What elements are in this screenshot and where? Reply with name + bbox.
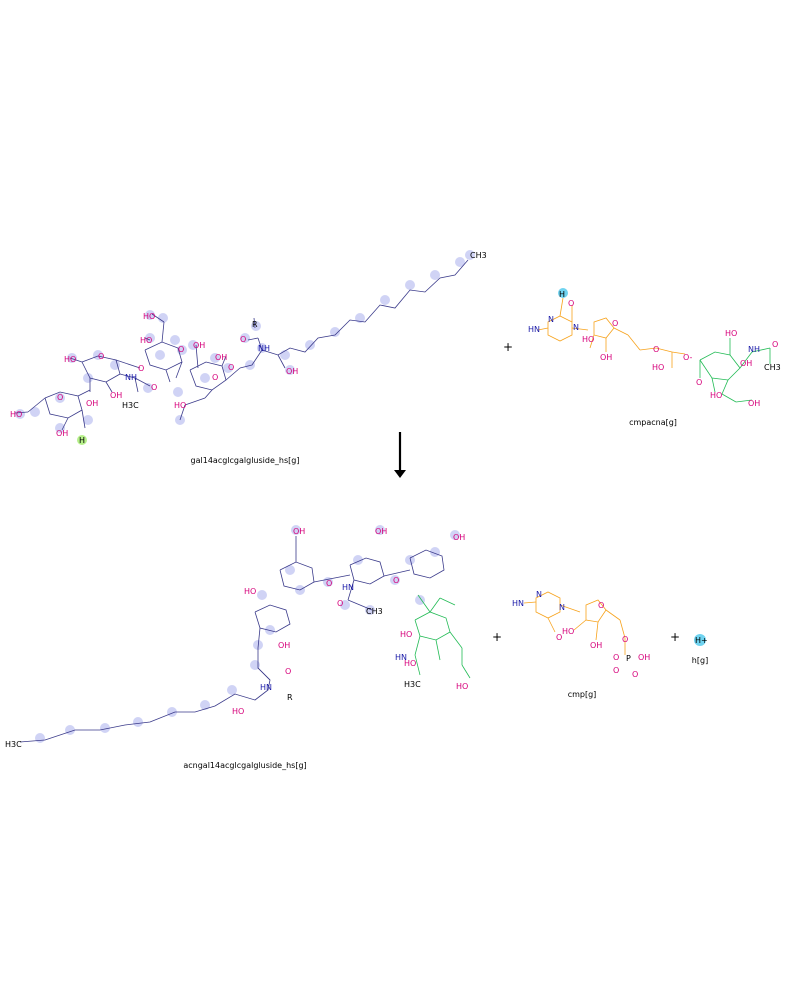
product1-name: acngal14acglcgalgluside_hs[g] [183, 761, 306, 770]
atom-oh: OH [56, 429, 68, 438]
molecule-cmp [523, 591, 626, 655]
h-highlight [77, 435, 87, 445]
atom-o: O [57, 393, 63, 402]
atom-o: O [613, 653, 619, 662]
molecule-cmpacna [537, 288, 771, 403]
atom-ho: HO [652, 363, 664, 372]
atom-oh: HO [143, 312, 155, 321]
atom-ch3: CH3 [366, 607, 383, 616]
atom-o: O [212, 373, 218, 382]
atom-oh: OH [278, 641, 290, 650]
molecule-acngal14acglcgalgluside [19, 525, 471, 743]
atom-o: O [138, 364, 144, 373]
atom-h3c: H3C [404, 680, 421, 689]
atom-hn: HN [342, 583, 354, 592]
atom-labels-p2: HN N N O O HO OH O O P OH O O [512, 590, 650, 679]
atom-nh: NH [258, 344, 270, 353]
atom-n: N [536, 590, 542, 599]
atom-labels-r1: HO HO HO HO OH OH OH HO OH OH O O O O O … [10, 251, 487, 445]
atom-r: R [287, 693, 293, 702]
atom-n: N [559, 603, 565, 612]
atom-oh: OH [590, 641, 602, 650]
atom-o: HO [582, 335, 594, 344]
molecule-gal14acglcgalgluside [14, 250, 475, 445]
atom-o: O [772, 340, 778, 349]
atom-n: N [548, 315, 554, 324]
atom-oh: OH [215, 353, 227, 362]
atom-ho: HO [725, 329, 737, 338]
reactant2-name: cmpacna[g] [629, 418, 677, 427]
atom-o: O [285, 667, 291, 676]
plus-sign: + [670, 630, 680, 644]
atom-oh: OH [740, 359, 752, 368]
atom-h-plus: H+ [695, 636, 708, 645]
atom-o: O [613, 666, 619, 675]
atom-oh: HO [10, 410, 22, 419]
atom-ch3: CH3 [470, 251, 487, 260]
atom-h: H [559, 290, 565, 299]
plus-sign: + [492, 630, 502, 644]
atom-o: O [240, 335, 246, 344]
atom-ho: HO [400, 630, 412, 639]
atom-oh: OH [600, 353, 612, 362]
atom-o: O [568, 299, 574, 308]
atom-oh: OH [86, 399, 98, 408]
atom-o: O [178, 345, 184, 354]
atom-ho: HO [562, 627, 574, 636]
atom-hn: HN [512, 599, 524, 608]
atom-nh: NH [748, 345, 760, 354]
highlight-halos-r1 [15, 250, 475, 433]
atom-o: O [326, 579, 332, 588]
atom-o: O [337, 599, 343, 608]
atom-oh: OH [638, 653, 650, 662]
atom-o: O [228, 363, 234, 372]
atom-hn: HN [528, 325, 540, 334]
reaction-arrow [394, 432, 406, 478]
atom-ch3: CH3 [764, 363, 781, 372]
atom-hn: HN [260, 683, 272, 692]
atom-oh: OH [193, 341, 205, 350]
atom-o: O [653, 345, 659, 354]
atom-h: H [79, 436, 85, 445]
atom-labels-p1: OH OH OH HO OH HO O O O O HN HN R CH3 H3… [5, 527, 468, 749]
atom-ho: HO [710, 391, 722, 400]
product3-name: h[g] [692, 656, 708, 665]
atom-oh: HO [140, 336, 152, 345]
atom-n: N [573, 323, 579, 332]
atom-o: O [556, 633, 562, 642]
atom-p: P [626, 654, 631, 663]
atom-nh: NH [125, 373, 137, 382]
atom-h3c: H3C [122, 401, 139, 410]
atom-oh: OH [293, 527, 305, 536]
atom-labels-r2: H O HN N N O HO OH O HO O- O HO HO OH OH… [528, 290, 781, 408]
atom-oh: OH [453, 533, 465, 542]
atom-oh: OH [286, 367, 298, 376]
atom-o: O [393, 576, 399, 585]
atom-oh: HO [64, 355, 76, 364]
atom-ho: HO [244, 587, 256, 596]
atom-o: O [612, 319, 618, 328]
plus-sign: + [503, 340, 513, 354]
atom-o-minus: O- [683, 353, 693, 362]
atom-hn: HN [395, 653, 407, 662]
atom-h3c: H3C [5, 740, 22, 749]
atom-oh: OH [748, 399, 760, 408]
atom-o: O [151, 383, 157, 392]
atom-o: O [598, 601, 604, 610]
reactant1-name: gal14acglcgalgluside_hs[g] [191, 456, 300, 465]
atom-oh: OH [375, 527, 387, 536]
atom-oh: OH [110, 391, 122, 400]
atom-ho: HO [232, 707, 244, 716]
molecule-h: H+ [694, 634, 708, 646]
atom-o: O [632, 670, 638, 679]
atom-o: O [622, 635, 628, 644]
atom-o: O [696, 378, 702, 387]
atom-ho: HO [404, 659, 416, 668]
product2-name: cmp[g] [568, 690, 597, 699]
atom-r: R [252, 320, 258, 329]
atom-ho: HO [456, 682, 468, 691]
atom-oh: HO [174, 401, 186, 410]
atom-o: O [98, 352, 104, 361]
